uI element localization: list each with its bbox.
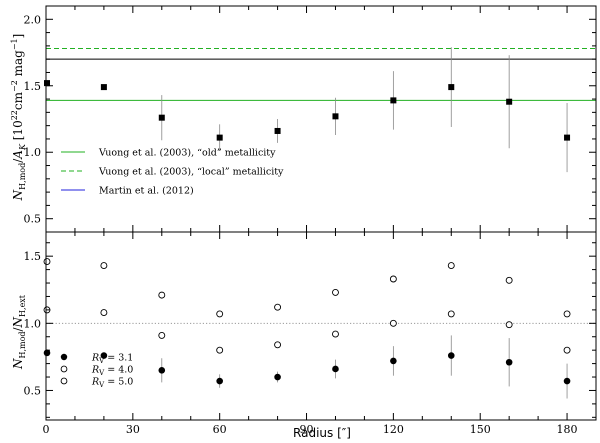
- bottom-data-point-rv1: [563, 346, 571, 354]
- bottom-legend-label-1: RV = 4.0: [91, 365, 133, 378]
- bottom-legend-marker-1: [60, 365, 68, 373]
- x-tick-label: 30: [126, 423, 140, 436]
- bottom-data-point-rv0: [43, 349, 51, 357]
- top-data-point: [332, 113, 339, 120]
- bottom-data-point-rv2: [274, 303, 282, 311]
- bottom-data-point-rv1: [158, 331, 166, 339]
- top-ticks: 0.5 1.0 1.5 2.0: [24, 5, 596, 233]
- top-data-point: [506, 98, 513, 105]
- bottom-data-point-rv0: [158, 367, 166, 374]
- top-legend-label-0: Vuong et al. (2003), “old” metallicity: [98, 148, 276, 159]
- bottom-plot-frame: [45, 231, 597, 421]
- bottom-y-tick-label: 1.0: [24, 317, 42, 330]
- bottom-legend: RV = 3.1RV = 4.0RV = 5.0: [60, 353, 133, 390]
- bottom-data-point-rv2: [332, 288, 339, 296]
- bottom-y-tick-label: 0.5: [24, 384, 42, 397]
- top-data-point: [100, 84, 107, 91]
- top-y-tick-label: 2.0: [24, 13, 42, 26]
- x-tick-label: 180: [557, 423, 578, 436]
- bottom-data-point-rv2: [216, 310, 224, 318]
- bottom-legend-label-2: RV = 5.0: [91, 377, 133, 390]
- top-data-point: [158, 114, 165, 121]
- bottom-data-point-rv1: [100, 309, 108, 317]
- bottom-y-tick-label: 1.5: [24, 250, 42, 263]
- bottom-data-point-rv2: [100, 262, 108, 270]
- bottom-data-point-rv1: [447, 310, 455, 318]
- bottom-data-point-rv0: [447, 352, 455, 359]
- bottom-data-point-rv0: [332, 365, 339, 373]
- bottom-data-point-rv2: [563, 310, 571, 318]
- bottom-y-axis-label: NH,mod/NH,ext: [11, 294, 27, 370]
- top-y-tick-label: 1.5: [24, 80, 42, 93]
- bottom-data-point-rv2: [389, 275, 397, 283]
- top-y-axis-label: NH,mod/AK [1022cm−2 mag−1]: [10, 34, 27, 202]
- bottom-data-point-rv1: [505, 321, 513, 329]
- bottom-data-point-rv2: [447, 262, 455, 270]
- top-data-point: [216, 134, 223, 141]
- x-tick-label: 60: [213, 423, 227, 436]
- top-y-tick-label: 1.0: [24, 146, 42, 159]
- x-axis-label: Radius [″]: [293, 426, 351, 440]
- bottom-ticks: 0.5 1.0 1.5 0 30 60 90 120 150 180: [24, 232, 596, 436]
- top-data-point: [44, 80, 50, 87]
- bottom-data-point-rv0: [505, 358, 513, 366]
- bottom-data-point-rv2: [43, 258, 51, 265]
- x-tick-label: 120: [383, 423, 404, 436]
- top-legend-label-2: Martin et al. (2012): [99, 186, 194, 197]
- bottom-panel: 0.5 1.0 1.5 0 30 60 90 120 150 180 RV = 3.1RV = 4…: [11, 232, 596, 440]
- bottom-data-point-rv0: [100, 352, 108, 359]
- top-plot-frame: [45, 5, 597, 233]
- bottom-data-point-rv1: [216, 346, 224, 354]
- top-data-point: [274, 127, 281, 134]
- bottom-legend-label-0: RV = 3.1: [91, 353, 133, 366]
- bottom-data-point-rv0: [390, 357, 397, 365]
- top-legend-label-1: Vuong et al. (2003), “local” metallicity: [98, 167, 284, 178]
- bottom-data-point-rv0: [563, 377, 571, 385]
- x-tick-label: 90: [300, 423, 314, 436]
- bottom-data-point-rv1: [274, 341, 282, 349]
- bottom-data-point-rv0: [274, 373, 281, 381]
- x-tick-label: 0: [43, 423, 50, 436]
- top-data-point: [448, 84, 455, 91]
- top-panel: 0.5 1.0 1.5 2.0 Vuong et al. (2003), “old” …: [10, 5, 596, 233]
- top-legend: Vuong et al. (2003), “old” metallicity Vu…: [61, 148, 284, 197]
- bottom-data-point-rv1: [332, 330, 339, 338]
- top-reference-lines: [46, 48, 596, 101]
- top-y-tick-label: 0.5: [24, 213, 42, 226]
- top-data-point: [390, 97, 397, 104]
- bottom-legend-marker-0: [60, 353, 68, 361]
- top-data-points: [44, 47, 571, 173]
- x-tick-label: 150: [470, 423, 491, 436]
- top-data-point: [564, 134, 571, 141]
- bottom-legend-marker-2: [60, 377, 68, 385]
- bottom-data-point-rv2: [505, 276, 513, 284]
- bottom-data-point-rv0: [216, 377, 223, 385]
- bottom-data-point-rv2: [158, 291, 166, 299]
- bottom-data-point-rv1: [389, 319, 397, 327]
